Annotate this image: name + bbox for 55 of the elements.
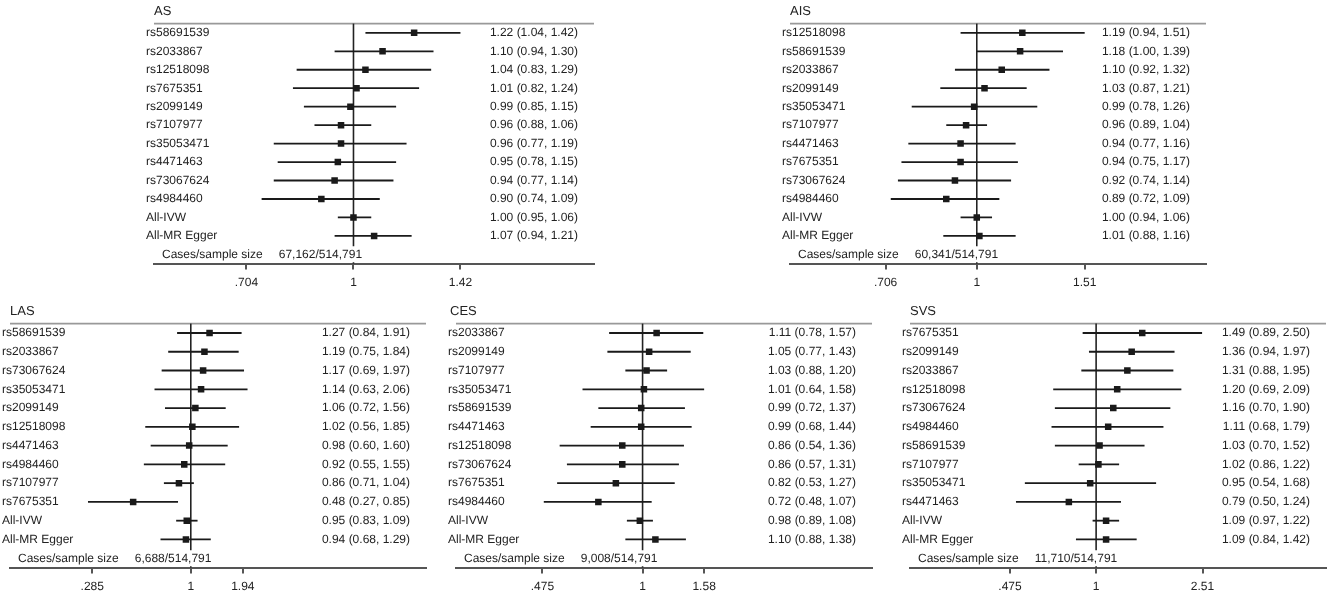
point (1128, 348, 1135, 356)
point (347, 103, 354, 110)
point (636, 517, 644, 524)
point (943, 195, 950, 203)
point (337, 121, 345, 129)
point (1096, 442, 1103, 449)
point (957, 140, 964, 147)
point (981, 84, 988, 92)
point (379, 48, 386, 55)
point (1095, 461, 1102, 468)
point (645, 348, 653, 356)
point (643, 367, 650, 374)
point (1016, 48, 1024, 55)
point (1086, 479, 1094, 487)
point (973, 214, 981, 221)
point (619, 461, 626, 468)
point (189, 423, 196, 431)
point (640, 386, 648, 393)
point (951, 177, 959, 184)
point (185, 442, 193, 449)
point (362, 66, 369, 74)
point (653, 329, 660, 337)
point (337, 140, 345, 147)
point (1124, 367, 1131, 374)
point (183, 517, 191, 524)
point (192, 404, 199, 412)
point (619, 442, 626, 449)
point (1113, 386, 1121, 393)
point (199, 367, 207, 374)
point (1019, 29, 1026, 37)
point (331, 177, 338, 184)
point (962, 121, 970, 129)
point (652, 536, 659, 543)
point (637, 404, 645, 412)
point (612, 479, 620, 487)
point (175, 479, 183, 487)
point (201, 348, 208, 356)
point (957, 158, 964, 166)
point (970, 103, 978, 110)
point (1104, 423, 1112, 431)
point (353, 84, 360, 92)
point (1102, 517, 1110, 524)
point (637, 423, 645, 431)
point (197, 386, 205, 393)
point (370, 232, 378, 240)
point (350, 214, 357, 221)
point (1110, 404, 1117, 412)
point (1102, 536, 1110, 543)
point (182, 536, 190, 543)
point (318, 195, 325, 203)
point (334, 158, 342, 166)
point (998, 66, 1005, 74)
point (206, 329, 213, 337)
point (976, 232, 983, 240)
point (180, 461, 188, 468)
